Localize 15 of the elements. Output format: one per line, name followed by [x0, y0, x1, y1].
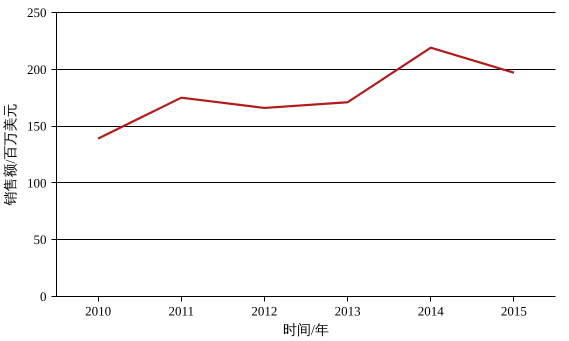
y-tick-label: 100 [27, 175, 46, 190]
line-series [96, 46, 516, 140]
y-tick-label: 250 [27, 5, 46, 20]
y-tick-label: 50 [34, 232, 46, 248]
x-axis-title: 时间/年 [283, 322, 329, 338]
x-tick-label: 2015 [500, 304, 527, 318]
x-tick-label: 2011 [168, 304, 194, 318]
y-tick-label: 150 [27, 118, 46, 134]
x-tick-label: 2014 [418, 304, 444, 318]
y-tick-label: 0 [40, 289, 46, 304]
x-tick-label: 2013 [334, 304, 361, 318]
y-axis-title: 销售额/百万美元 [3, 104, 19, 206]
x-tick-label: 2010 [85, 304, 112, 318]
x-tick-label: 2012 [251, 304, 278, 318]
y-tick-label: 200 [27, 62, 46, 77]
